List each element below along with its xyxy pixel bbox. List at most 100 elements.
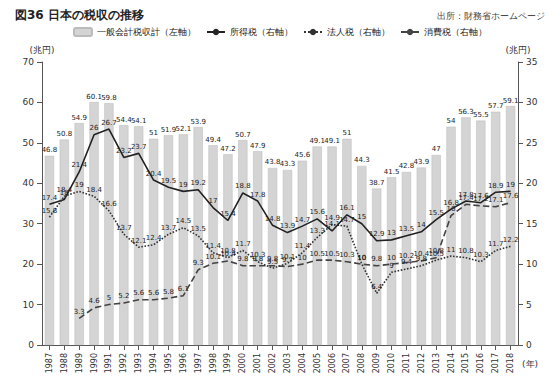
svg-text:2000: 2000	[238, 353, 247, 373]
svg-text:9.8: 9.8	[371, 255, 382, 263]
svg-text:2008: 2008	[357, 353, 366, 373]
svg-text:13: 13	[387, 229, 396, 237]
svg-text:30: 30	[23, 219, 35, 229]
svg-text:57.7: 57.7	[488, 102, 504, 110]
svg-text:15.8: 15.8	[42, 207, 58, 215]
svg-text:17.4: 17.4	[42, 194, 58, 202]
svg-text:49.1: 49.1	[324, 137, 340, 145]
svg-text:50.7: 50.7	[235, 131, 251, 139]
svg-text:1992: 1992	[119, 353, 128, 373]
svg-text:10.2: 10.2	[399, 252, 415, 260]
svg-text:54: 54	[447, 117, 456, 125]
svg-text:54.1: 54.1	[131, 117, 147, 125]
svg-text:51: 51	[342, 129, 351, 137]
svg-text:51.9: 51.9	[161, 126, 177, 134]
svg-text:9.8: 9.8	[237, 255, 248, 263]
svg-text:2007: 2007	[342, 353, 351, 373]
svg-text:14.7: 14.7	[339, 216, 355, 224]
svg-text:18.8: 18.8	[235, 182, 251, 190]
svg-text:60: 60	[23, 97, 35, 107]
svg-text:(兆円): (兆円)	[505, 45, 530, 55]
svg-text:図36 日本の税収の推移: 図36 日本の税収の推移	[15, 8, 144, 22]
svg-text:59.8: 59.8	[101, 94, 117, 102]
svg-text:法人税（右軸）: 法人税（右軸）	[327, 27, 390, 37]
svg-text:23.7: 23.7	[131, 143, 147, 151]
svg-text:17.8: 17.8	[250, 191, 266, 199]
svg-text:2017: 2017	[491, 353, 500, 373]
svg-text:10.8: 10.8	[428, 247, 444, 255]
svg-text:21.4: 21.4	[71, 161, 87, 169]
svg-text:2002: 2002	[268, 353, 277, 373]
svg-text:0: 0	[526, 340, 532, 350]
svg-text:20: 20	[526, 178, 538, 188]
svg-text:47.9: 47.9	[250, 142, 266, 150]
svg-text:1997: 1997	[194, 353, 203, 373]
svg-text:15: 15	[357, 213, 366, 221]
svg-text:55.5: 55.5	[473, 111, 489, 119]
svg-text:9.3: 9.3	[193, 259, 204, 267]
svg-text:5.6: 5.6	[133, 289, 145, 297]
svg-text:17: 17	[209, 197, 218, 205]
svg-text:1999: 1999	[223, 353, 232, 373]
svg-text:11.4: 11.4	[295, 242, 311, 250]
svg-text:2012: 2012	[417, 353, 426, 373]
svg-text:1995: 1995	[164, 353, 173, 373]
svg-text:3.3: 3.3	[74, 308, 85, 316]
svg-text:17.2: 17.2	[473, 195, 489, 203]
svg-text:50: 50	[23, 138, 35, 148]
svg-text:10.3: 10.3	[473, 251, 489, 259]
svg-text:19: 19	[75, 181, 84, 189]
svg-text:5.8: 5.8	[163, 288, 174, 296]
svg-text:10.3: 10.3	[339, 251, 355, 259]
svg-text:17.6: 17.6	[503, 192, 519, 200]
svg-text:2006: 2006	[328, 353, 337, 373]
svg-text:2011: 2011	[402, 353, 411, 373]
svg-text:18.4: 18.4	[86, 186, 102, 194]
svg-text:49.4: 49.4	[205, 136, 221, 144]
svg-text:9: 9	[389, 262, 393, 270]
svg-text:14: 14	[417, 221, 426, 229]
svg-text:2015: 2015	[461, 353, 470, 373]
svg-text:2014: 2014	[447, 353, 456, 373]
svg-text:6.1: 6.1	[178, 285, 189, 293]
svg-text:10: 10	[357, 254, 366, 262]
svg-text:9.8: 9.8	[267, 255, 278, 263]
svg-text:19: 19	[179, 181, 188, 189]
svg-text:15: 15	[526, 219, 537, 229]
svg-text:1987: 1987	[45, 353, 54, 373]
svg-text:11.4: 11.4	[205, 242, 221, 250]
svg-text:出所：財務省ホームページ: 出所：財務省ホームページ	[437, 11, 545, 21]
svg-text:10.8: 10.8	[458, 247, 474, 255]
svg-text:2010: 2010	[387, 353, 396, 373]
svg-text:10.4: 10.4	[414, 250, 430, 258]
svg-text:14.5: 14.5	[176, 217, 192, 225]
svg-text:16.1: 16.1	[339, 204, 355, 212]
svg-text:23.2: 23.2	[116, 147, 132, 155]
svg-text:12.2: 12.2	[503, 236, 519, 244]
svg-text:12.4: 12.4	[146, 234, 162, 242]
svg-text:13.7: 13.7	[161, 224, 177, 232]
svg-text:1991: 1991	[104, 353, 113, 373]
svg-text:(年): (年)	[522, 359, 538, 369]
svg-text:10: 10	[298, 254, 307, 262]
svg-text:2013: 2013	[432, 353, 441, 373]
svg-text:56.3: 56.3	[458, 108, 474, 116]
svg-text:38.7: 38.7	[369, 179, 385, 187]
svg-text:42.8: 42.8	[399, 162, 415, 170]
svg-text:12.1: 12.1	[131, 237, 147, 245]
svg-text:44.3: 44.3	[354, 156, 370, 164]
svg-text:35: 35	[526, 57, 537, 67]
svg-text:9.8: 9.8	[252, 255, 263, 263]
svg-text:1993: 1993	[134, 353, 143, 373]
svg-text:16.6: 16.6	[101, 200, 117, 208]
svg-text:15.6: 15.6	[309, 208, 325, 216]
svg-text:20.4: 20.4	[146, 170, 162, 178]
svg-text:10: 10	[23, 300, 35, 310]
svg-text:1996: 1996	[179, 353, 188, 373]
svg-text:5: 5	[107, 294, 111, 302]
svg-text:所得税（右軸）: 所得税（右軸）	[230, 27, 293, 37]
svg-text:40: 40	[23, 178, 35, 188]
svg-text:11.7: 11.7	[235, 240, 251, 248]
svg-text:13.3: 13.3	[309, 227, 325, 235]
svg-text:13.5: 13.5	[190, 225, 206, 233]
